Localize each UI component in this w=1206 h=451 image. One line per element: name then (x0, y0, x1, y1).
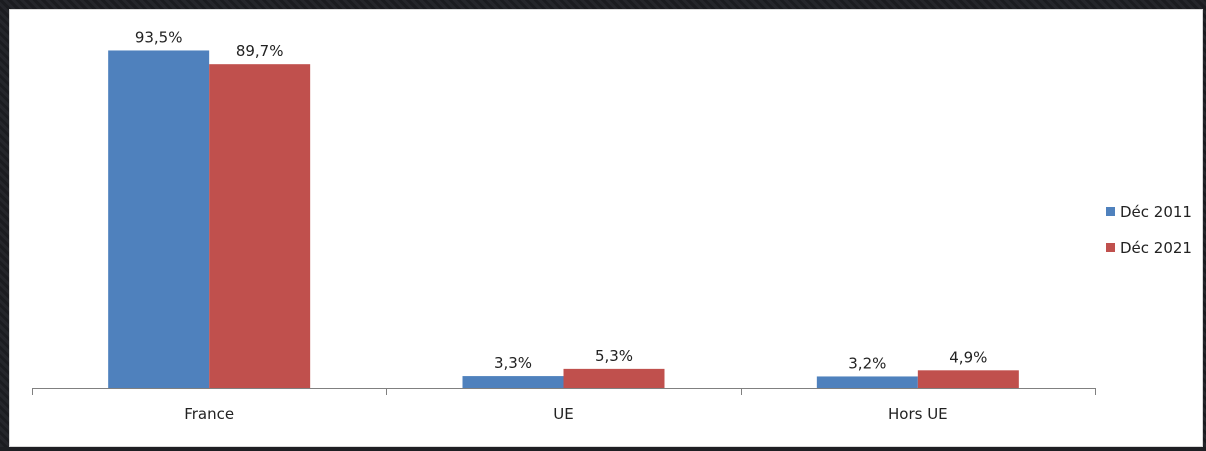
data-label: 4,9% (949, 348, 987, 366)
category-labels-group: France UE Hors UE (184, 405, 947, 423)
x-axis (32, 388, 1096, 395)
data-label: 93,5% (135, 28, 183, 46)
data-labels-group: 93,5% 89,7% 3,3% 5,3% 3,2% 4,9% (135, 28, 988, 372)
bar-chart: 93,5% 89,7% 3,3% 5,3% 3,2% 4,9% France UE Hors … (32, 28, 1192, 423)
bar-hors-ue-series-1 (917, 370, 1019, 388)
data-label: 89,7% (236, 42, 284, 60)
legend-label: Déc 2011 (1120, 203, 1192, 221)
legend-swatch (1106, 243, 1115, 252)
category-label: UE (553, 405, 573, 423)
legend-label: Déc 2021 (1120, 239, 1192, 257)
legend-swatch (1106, 207, 1115, 216)
data-label: 3,3% (494, 354, 532, 372)
bar-france-series-1 (209, 64, 311, 389)
data-label: 5,3% (595, 347, 633, 365)
chart-area: 93,5% 89,7% 3,3% 5,3% 3,2% 4,9% France UE Hors … (9, 9, 1203, 447)
bar-ue-series-1 (563, 368, 665, 388)
category-label: Hors UE (888, 405, 948, 423)
bar-ue-series-0 (462, 376, 564, 388)
bars-group (108, 50, 1019, 389)
bar-france-series-0 (108, 50, 210, 389)
legend: Déc 2011 Déc 2021 (1106, 203, 1192, 257)
data-label: 3,2% (848, 354, 886, 372)
category-label: France (184, 405, 234, 423)
bar-hors-ue-series-0 (816, 376, 918, 388)
